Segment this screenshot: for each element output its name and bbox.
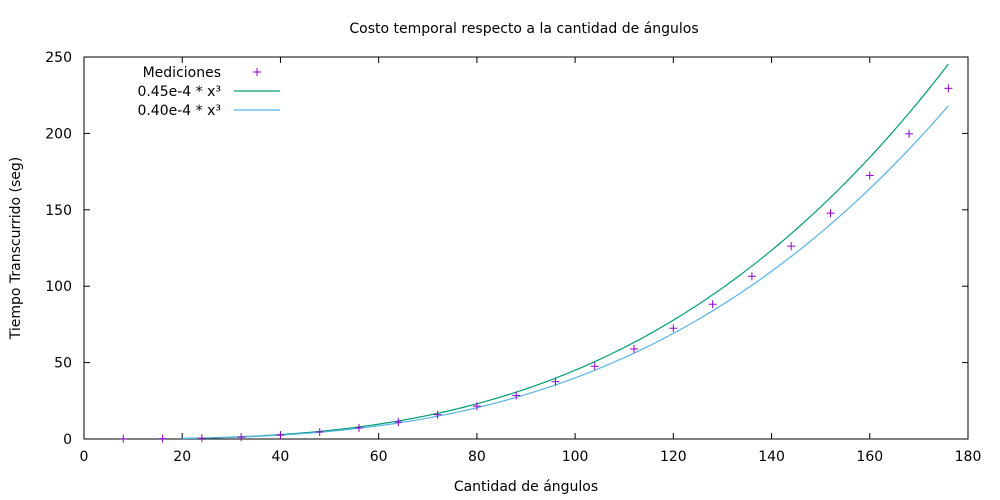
x-tick-label: 80 xyxy=(468,449,486,465)
data-point xyxy=(787,242,796,251)
data-point xyxy=(315,427,324,436)
x-tick-label: 20 xyxy=(173,449,191,465)
y-tick-label: 150 xyxy=(45,203,72,219)
series-line-2 xyxy=(182,105,949,440)
data-point xyxy=(276,431,285,440)
legend-label: 0.40e-4 * x³ xyxy=(137,103,221,119)
data-point xyxy=(119,434,128,443)
legend-label: 0.45e-4 * x³ xyxy=(137,84,221,100)
x-tick-label: 40 xyxy=(272,449,290,465)
data-point xyxy=(197,434,206,443)
data-point xyxy=(669,324,678,333)
data-point xyxy=(158,434,167,443)
y-tick-label: 0 xyxy=(63,432,72,448)
plot-border xyxy=(83,56,969,440)
data-point xyxy=(905,129,914,138)
y-tick-label: 50 xyxy=(54,356,72,372)
data-point xyxy=(512,391,521,400)
data-point xyxy=(630,345,639,354)
series-lines xyxy=(182,63,949,440)
data-point xyxy=(747,272,756,281)
data-point xyxy=(865,171,874,180)
x-tick-label: 100 xyxy=(562,449,589,465)
data-point xyxy=(433,410,442,419)
data-point xyxy=(355,423,364,432)
data-point xyxy=(590,362,599,371)
data-point xyxy=(826,209,835,218)
data-point xyxy=(944,84,953,93)
y-tick-label: 200 xyxy=(45,126,72,142)
x-tick-label: 180 xyxy=(955,449,982,465)
series-line-1 xyxy=(182,63,949,440)
x-tick-label: 120 xyxy=(660,449,687,465)
x-tick-label: 160 xyxy=(856,449,883,465)
x-tick-label: 60 xyxy=(370,449,388,465)
x-tick-label: 0 xyxy=(80,449,89,465)
y-tick-label: 250 xyxy=(45,50,72,66)
data-point xyxy=(551,377,560,386)
axis-ticks: 0 20 40 60 80 100 120 140 160 180 0 50 100 150 200 250 xyxy=(45,50,981,465)
legend: Mediciones 0.45e-4 * x³ 0.40e-4 * x³ xyxy=(137,65,280,119)
series-points xyxy=(119,84,953,443)
legend-swatch-points xyxy=(253,68,261,76)
data-point xyxy=(394,418,403,427)
chart-title: Costo temporal respecto a la cantidad de… xyxy=(349,21,698,37)
y-tick-label: 100 xyxy=(45,279,72,295)
data-point xyxy=(472,402,481,411)
data-point xyxy=(237,433,246,442)
legend-label: Mediciones xyxy=(143,65,221,81)
x-axis-label: Cantidad de ángulos xyxy=(454,479,598,495)
y-axis-label: Tiempo Transcurrido (seg) xyxy=(8,157,24,341)
data-point xyxy=(708,300,717,309)
x-tick-label: 140 xyxy=(758,449,785,465)
